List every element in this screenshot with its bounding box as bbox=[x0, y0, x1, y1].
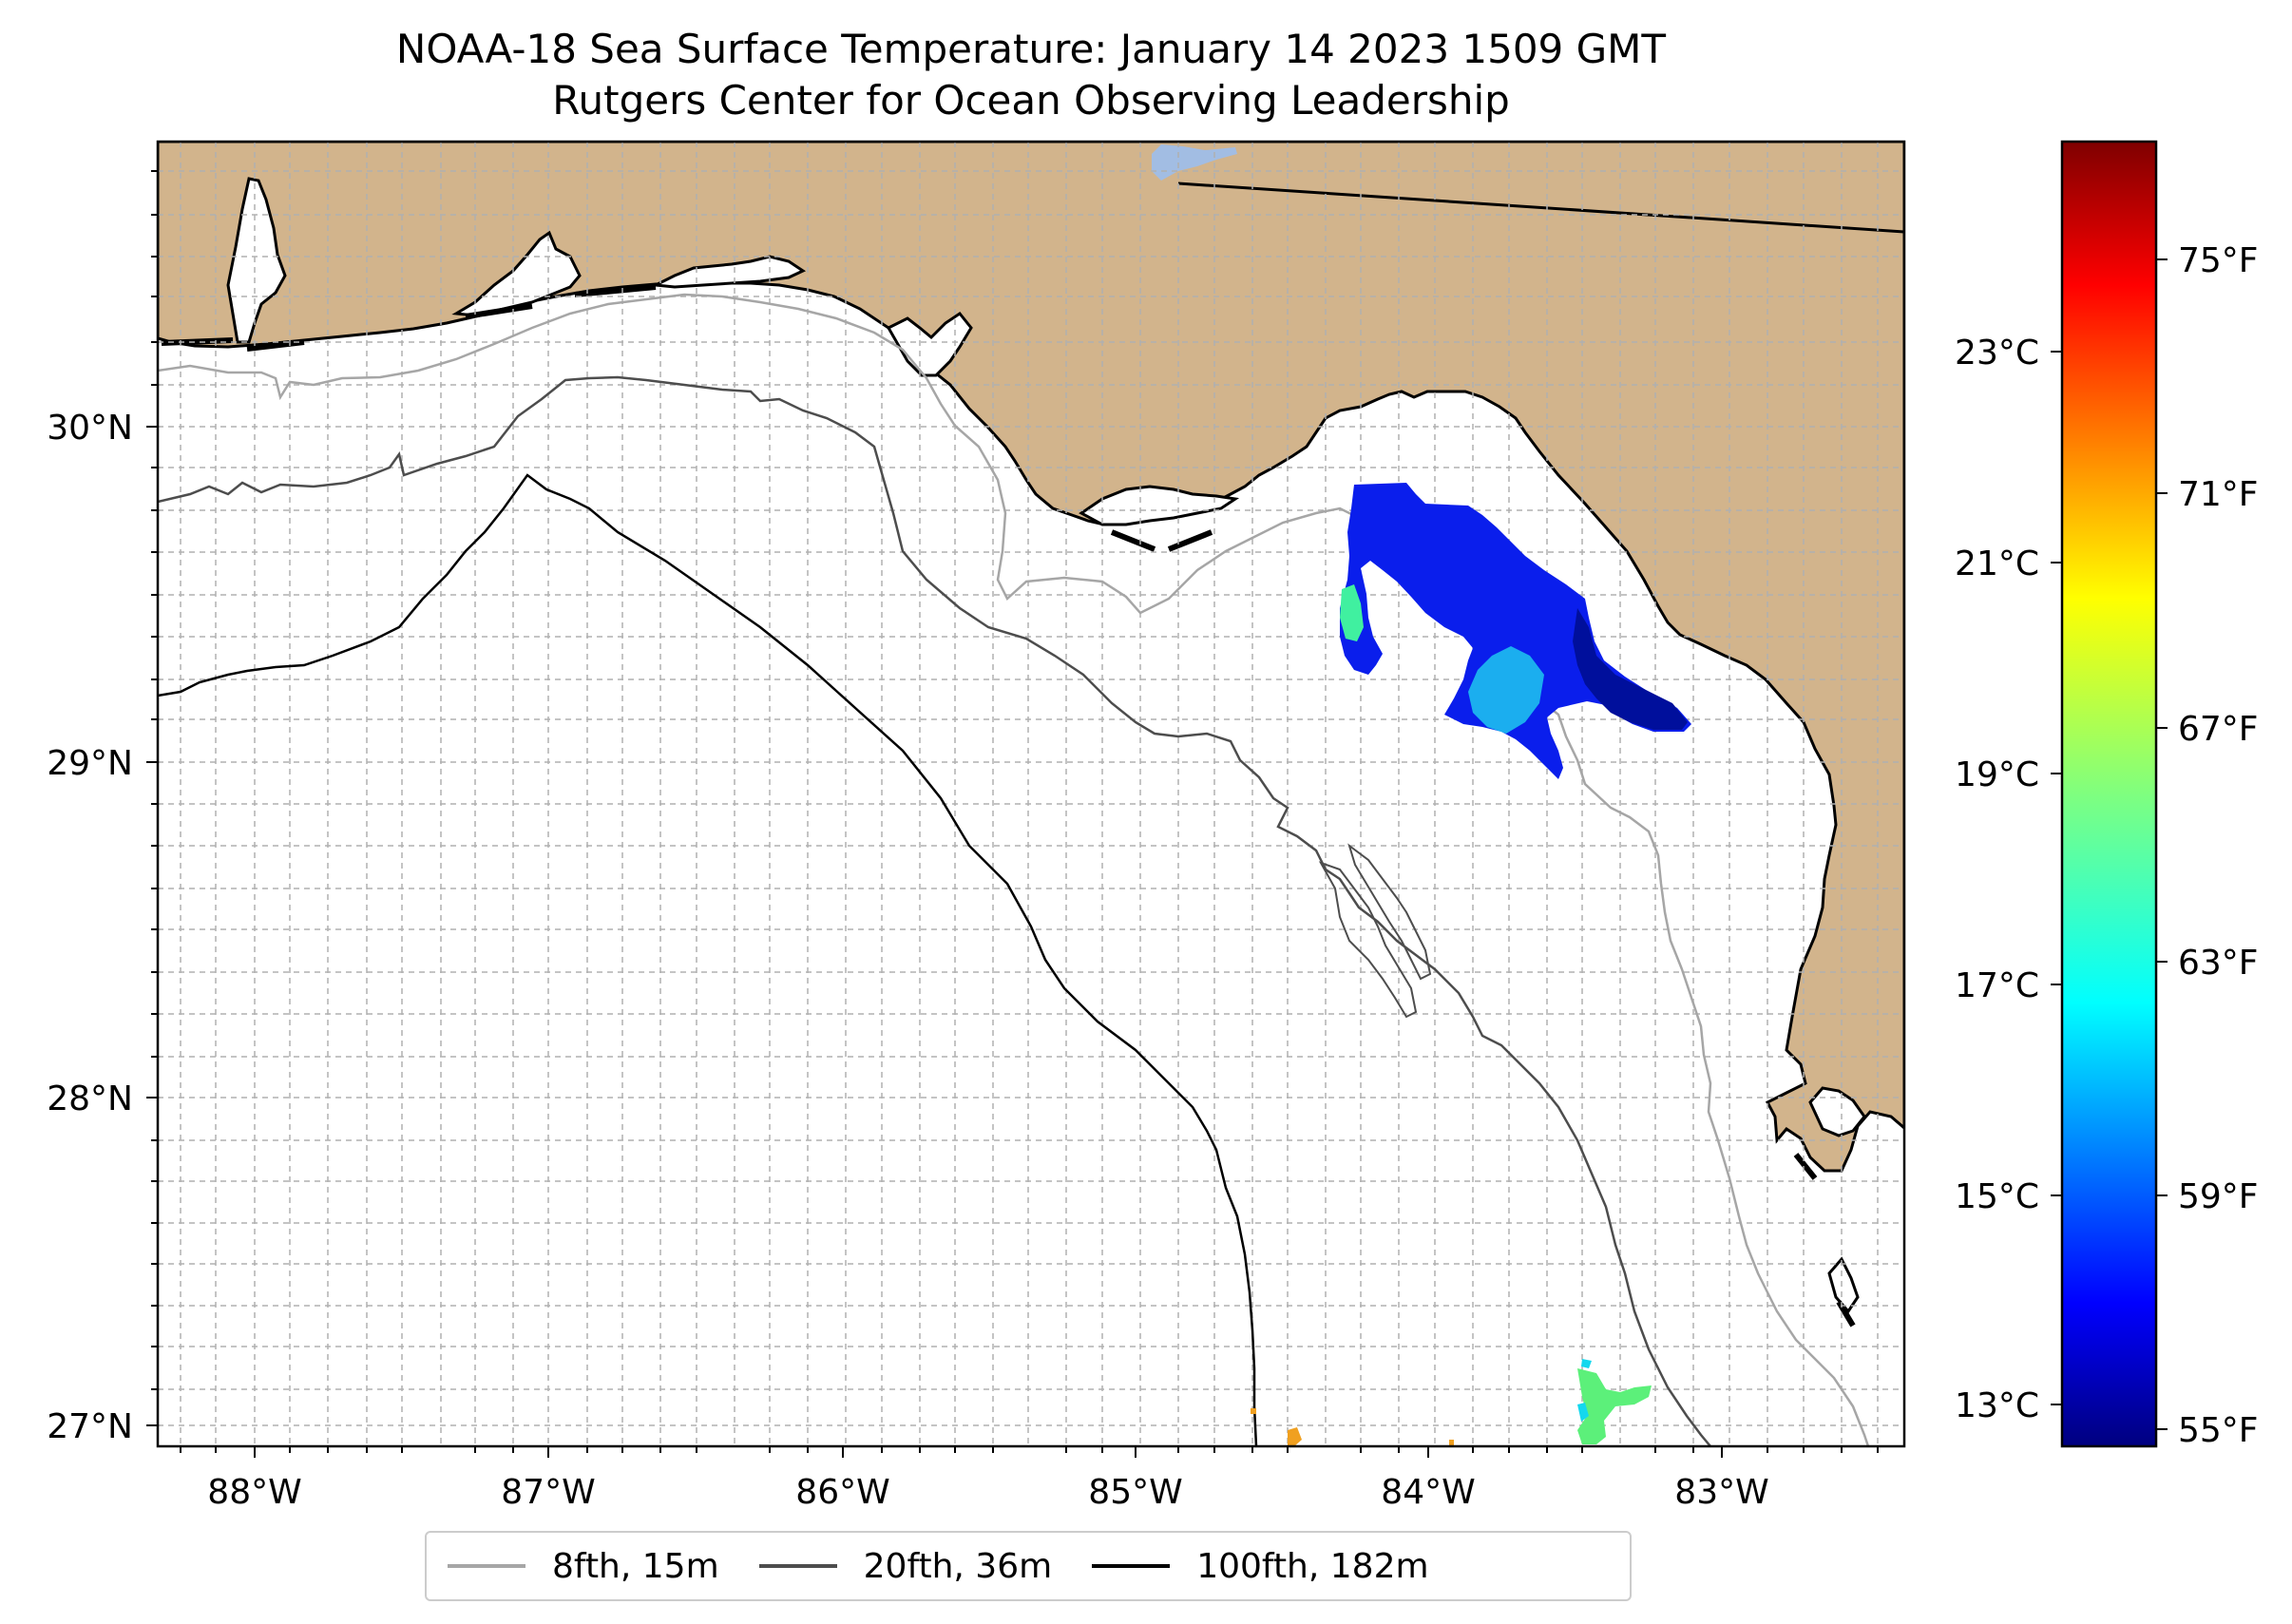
map-title: NOAA-18 Sea Surface Temperature: January… bbox=[395, 26, 1667, 72]
sst-patch-big-bend bbox=[1340, 483, 1691, 779]
legend-line-100fth bbox=[1092, 1564, 1171, 1568]
latitude-labels: 30°N 29°N 28°N 27°N bbox=[47, 409, 133, 1446]
lat-label-29n: 29°N bbox=[47, 744, 133, 783]
sst-patch-west-green bbox=[1340, 584, 1364, 641]
contour-20fth bbox=[158, 375, 1711, 1446]
choctawhatchee-bay bbox=[650, 255, 807, 289]
charlotte-harbor bbox=[1827, 1256, 1860, 1314]
legend-label-100fth: 100fth, 182m bbox=[1196, 1546, 1429, 1586]
state-border bbox=[1177, 182, 1904, 234]
sst-patch-south-cyan bbox=[1577, 1359, 1592, 1422]
colorbar-label-21c: 21°C bbox=[1955, 545, 2039, 583]
tampa-bay bbox=[1808, 1086, 1866, 1137]
colorbar-label-23c: 23°C bbox=[1955, 334, 2039, 373]
barrier-islands bbox=[161, 284, 1856, 1328]
legend-label-20fth: 20fth, 36m bbox=[863, 1546, 1053, 1586]
mobile-bay bbox=[226, 177, 287, 344]
colorbar-label-19c: 19°C bbox=[1955, 755, 2039, 794]
map-panel bbox=[158, 142, 1904, 1446]
legend-entry-8fth: 8fth, 15m bbox=[448, 1547, 719, 1586]
contour-legend: 8fth, 15m 20fth, 36m 100fth, 182m bbox=[425, 1531, 1632, 1601]
contour-20fth-shelf-detail bbox=[1318, 843, 1432, 1019]
colorbar-label-71f: 71°F bbox=[2178, 475, 2259, 514]
legend-line-8fth bbox=[448, 1564, 525, 1568]
contour-8fth bbox=[158, 293, 1870, 1446]
axis-ticks bbox=[146, 170, 1879, 1458]
colorbar-label-75f: 75°F bbox=[2178, 241, 2259, 280]
colorbar-label-17c: 17°C bbox=[1955, 966, 2039, 1005]
gridlines bbox=[158, 142, 1904, 1446]
sst-patch-offshore-cyan bbox=[1468, 646, 1544, 734]
sst-patch-south-green bbox=[1577, 1368, 1652, 1444]
legend-entry-20fth: 20fth, 36m bbox=[758, 1546, 1053, 1586]
contour-100fth bbox=[158, 473, 1258, 1446]
longitude-labels: 88°W 87°W 86°W 85°W 84°W 83°W bbox=[207, 1473, 1768, 1512]
lat-label-27n: 27°N bbox=[47, 1407, 133, 1446]
map-frame bbox=[156, 140, 1906, 1448]
legend-label-8fth: 8fth, 15m bbox=[552, 1546, 719, 1586]
st-andrew-bay bbox=[886, 311, 973, 377]
lon-label-87w: 87°W bbox=[501, 1473, 595, 1512]
colorbar: 23°C 21°C 19°C 17°C 15°C 13°C 75°F 71°F … bbox=[1955, 140, 2259, 1450]
lat-label-30n: 30°N bbox=[47, 409, 133, 448]
lon-label-84w: 84°W bbox=[1381, 1473, 1475, 1512]
legend-entry-100fth: 100fth, 182m bbox=[1092, 1546, 1429, 1586]
lat-label-28n: 28°N bbox=[47, 1079, 133, 1118]
colorbar-label-55f: 55°F bbox=[2178, 1411, 2259, 1450]
colorbar-gradient bbox=[2060, 140, 2158, 1448]
apalachicola-bay bbox=[1079, 485, 1240, 526]
map-subtitle: Rutgers Center for Ocean Observing Leade… bbox=[552, 77, 1510, 124]
sst-data-layer bbox=[1251, 483, 1691, 1446]
sst-patch-nearshore-dark bbox=[1573, 608, 1688, 730]
lon-label-88w: 88°W bbox=[207, 1473, 301, 1512]
lon-label-86w: 86°W bbox=[795, 1473, 889, 1512]
lon-label-83w: 83°W bbox=[1674, 1473, 1768, 1512]
colorbar-label-59f: 59°F bbox=[2178, 1177, 2259, 1216]
legend-line-20fth bbox=[758, 1564, 837, 1568]
lon-label-85w: 85°W bbox=[1088, 1473, 1182, 1512]
colorbar-label-13c: 13°C bbox=[1955, 1386, 2039, 1425]
colorbar-label-67f: 67°F bbox=[2178, 710, 2259, 749]
colorbar-label-15c: 15°C bbox=[1955, 1177, 2039, 1216]
colorbar-label-63f: 63°F bbox=[2178, 944, 2259, 983]
